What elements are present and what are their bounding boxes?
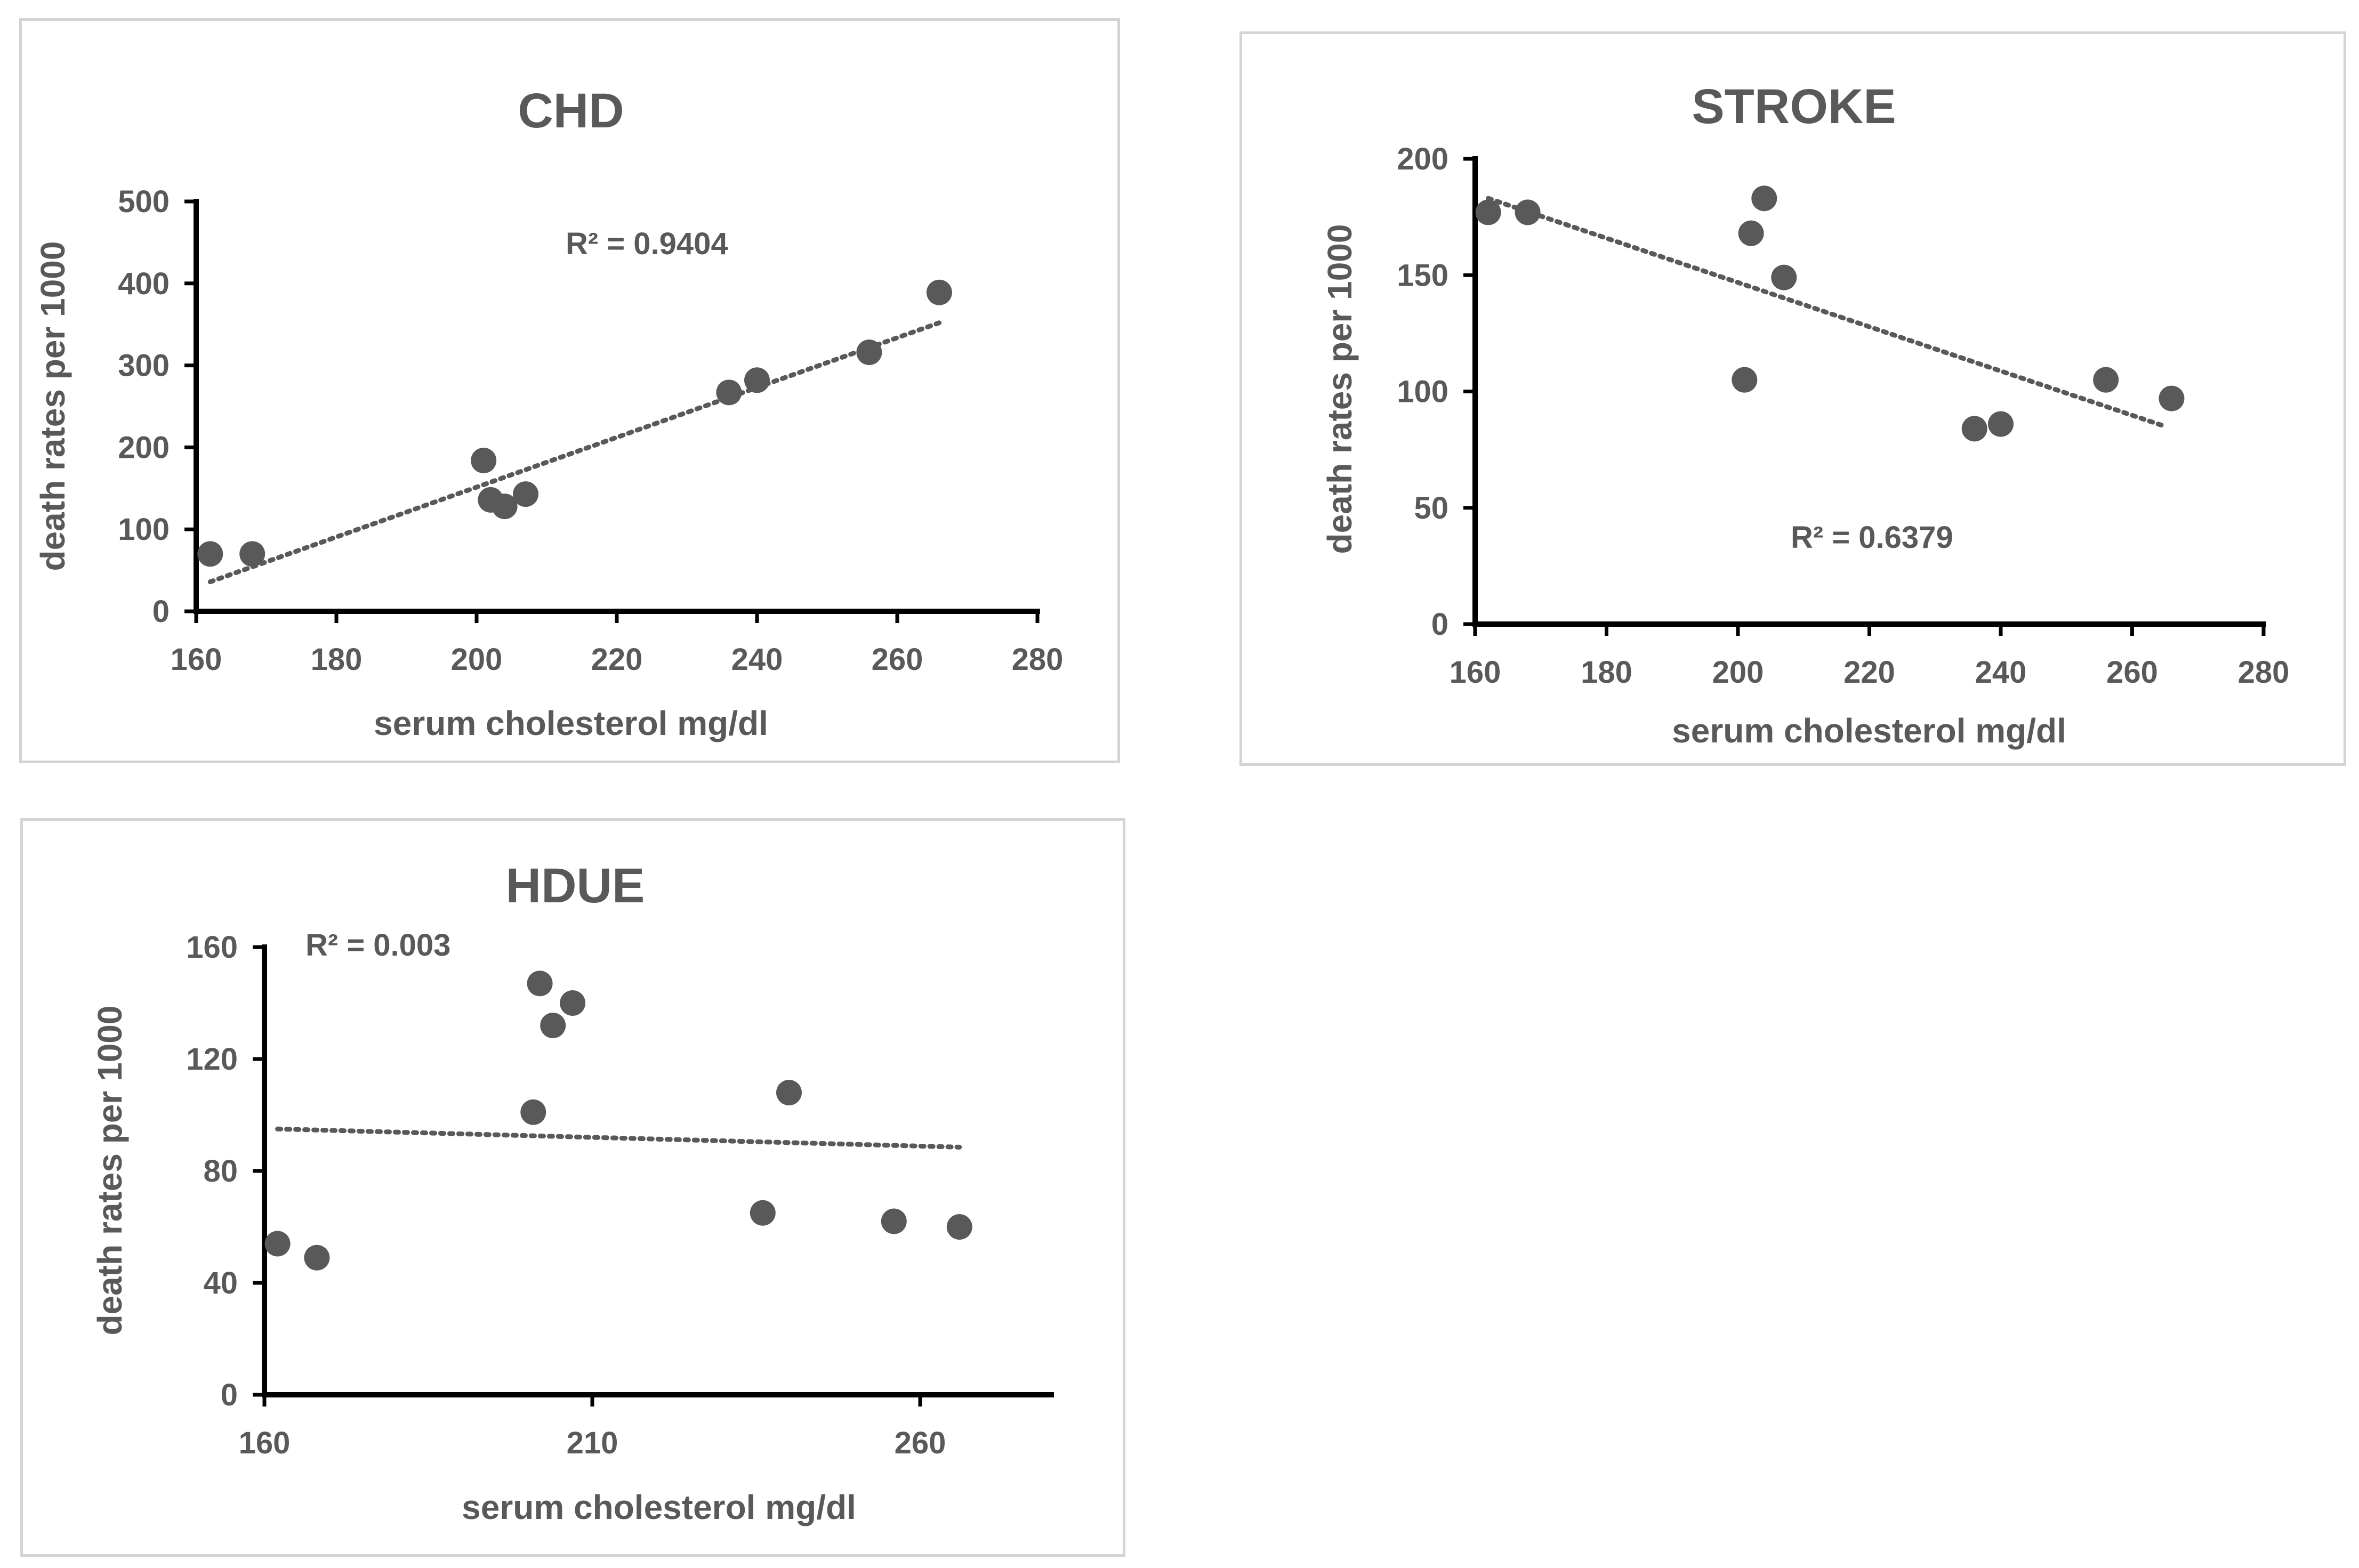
- y-tick-label: 160: [186, 930, 238, 965]
- r-squared-label: R² = 0.003: [305, 928, 450, 963]
- data-point: [744, 367, 770, 393]
- data-point: [1515, 199, 1541, 225]
- r-squared-label: R² = 0.9404: [566, 227, 728, 261]
- x-tick-label: 280: [1012, 642, 1064, 677]
- x-tick-label: 260: [2106, 655, 2158, 690]
- y-tick-label: 100: [118, 512, 170, 547]
- data-point: [1988, 411, 2014, 437]
- y-tick-label: 40: [203, 1266, 238, 1300]
- data-point: [1475, 199, 1501, 225]
- y-tick-label: 200: [1397, 142, 1448, 176]
- data-point: [520, 1099, 546, 1125]
- y-tick-label: 0: [152, 594, 170, 629]
- y-tick-label: 400: [118, 266, 170, 301]
- y-axis-title: death rates per 1000: [1321, 224, 1359, 554]
- x-axis-title: serum cholesterol mg/dl: [374, 704, 768, 742]
- data-point: [264, 1231, 291, 1257]
- data-point: [926, 279, 952, 305]
- chd-chart: CHD 0 100 200 300 400 500 160 180 200 220 240 260 280…: [34, 84, 1064, 742]
- data-point: [750, 1200, 776, 1226]
- y-tick-label: 0: [221, 1378, 238, 1412]
- y-tick-label: 100: [1397, 375, 1448, 409]
- data-point: [471, 448, 497, 474]
- y-tick-label: 500: [118, 184, 170, 219]
- hdue-chart: HDUE 0 40 80 120 160 160 210 260 serum cholestero…: [91, 859, 1054, 1526]
- x-tick-label: 180: [311, 642, 363, 677]
- data-point: [197, 541, 223, 567]
- x-tick-label: 210: [567, 1426, 618, 1460]
- data-point: [239, 541, 265, 567]
- chart-title: CHD: [518, 84, 624, 138]
- data-point: [492, 494, 518, 520]
- y-tick-label: 0: [1431, 607, 1448, 642]
- x-tick-label: 240: [731, 642, 783, 677]
- data-point: [2093, 367, 2119, 393]
- x-tick-label: 200: [1712, 655, 1764, 690]
- stroke-chart: STROKE 0 50 100 150 200 160 180 200 220 240 260 280 s…: [1321, 79, 2290, 750]
- data-point: [1732, 367, 1758, 393]
- y-axis-title: death rates per 1000: [91, 1006, 129, 1336]
- x-tick-label: 200: [451, 642, 503, 677]
- data-point: [527, 971, 553, 997]
- data-point: [513, 481, 539, 507]
- x-tick-label: 160: [171, 642, 222, 677]
- data-point: [716, 379, 742, 406]
- chd-chart-panel: CHD 0 100 200 300 400 500 160 180 200 220 240 260 280…: [19, 18, 1120, 763]
- x-tick-label: 160: [239, 1426, 291, 1460]
- data-point: [1771, 264, 1797, 290]
- y-tick-label: 150: [1397, 258, 1448, 293]
- data-point: [540, 1013, 566, 1038]
- trendline: [275, 1126, 962, 1150]
- data-point: [946, 1214, 972, 1240]
- x-tick-label: 260: [895, 1426, 946, 1460]
- data-point: [856, 339, 882, 365]
- trendline: [1486, 196, 2168, 429]
- x-tick-label: 280: [2238, 655, 2290, 690]
- trendline: [207, 320, 942, 585]
- y-tick-label: 300: [118, 349, 170, 383]
- x-tick-label: 240: [1975, 655, 2027, 690]
- y-tick-label: 200: [118, 430, 170, 465]
- y-tick-label: 80: [203, 1154, 238, 1189]
- y-tick-label: 50: [1414, 491, 1448, 526]
- chart-title: HDUE: [506, 859, 645, 913]
- data-point: [304, 1244, 330, 1271]
- data-point: [2159, 385, 2185, 411]
- stroke-chart-panel: STROKE 0 50 100 150 200 160 180 200 220 240 260 280 s…: [1239, 31, 2346, 766]
- data-point: [560, 990, 586, 1016]
- x-tick-label: 180: [1581, 655, 1632, 690]
- y-tick-label: 120: [186, 1042, 238, 1077]
- data-point: [1751, 185, 1777, 212]
- x-tick-label: 160: [1450, 655, 1501, 690]
- data-point: [881, 1208, 907, 1234]
- r-squared-label: R² = 0.6379: [1791, 520, 1953, 555]
- y-axis-title: death rates per 1000: [34, 241, 72, 571]
- chart-title: STROKE: [1692, 79, 1896, 134]
- hdue-chart-panel: HDUE 0 40 80 120 160 160 210 260 serum cholestero…: [20, 818, 1125, 1557]
- x-tick-label: 260: [872, 642, 923, 677]
- data-point: [776, 1080, 802, 1105]
- data-point: [1961, 416, 1987, 442]
- x-axis-title: serum cholesterol mg/dl: [1672, 712, 2066, 750]
- x-tick-label: 220: [1843, 655, 1895, 690]
- data-point: [1738, 220, 1764, 246]
- x-axis-title: serum cholesterol mg/dl: [462, 1488, 856, 1526]
- x-tick-label: 220: [591, 642, 643, 677]
